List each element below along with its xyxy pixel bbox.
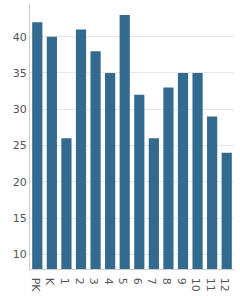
svg-text:2: 2 xyxy=(73,278,86,285)
svg-text:15: 15 xyxy=(13,212,27,225)
svg-text:25: 25 xyxy=(13,139,27,152)
svg-text:6: 6 xyxy=(131,278,144,285)
svg-text:PK: PK xyxy=(29,278,42,293)
svg-text:7: 7 xyxy=(145,278,158,285)
svg-text:4: 4 xyxy=(102,278,115,285)
svg-text:12: 12 xyxy=(218,278,231,292)
svg-text:20: 20 xyxy=(13,176,27,189)
svg-text:35: 35 xyxy=(13,67,27,80)
svg-text:5: 5 xyxy=(116,278,129,285)
svg-text:30: 30 xyxy=(13,103,27,116)
svg-text:11: 11 xyxy=(204,278,217,292)
svg-text:9: 9 xyxy=(175,278,188,285)
svg-text:3: 3 xyxy=(87,278,100,285)
svg-text:8: 8 xyxy=(160,278,173,285)
svg-text:10: 10 xyxy=(13,248,27,261)
svg-text:1: 1 xyxy=(58,278,71,285)
svg-text:10: 10 xyxy=(189,278,202,292)
svg-text:K: K xyxy=(43,278,56,286)
svg-text:40: 40 xyxy=(13,31,27,44)
